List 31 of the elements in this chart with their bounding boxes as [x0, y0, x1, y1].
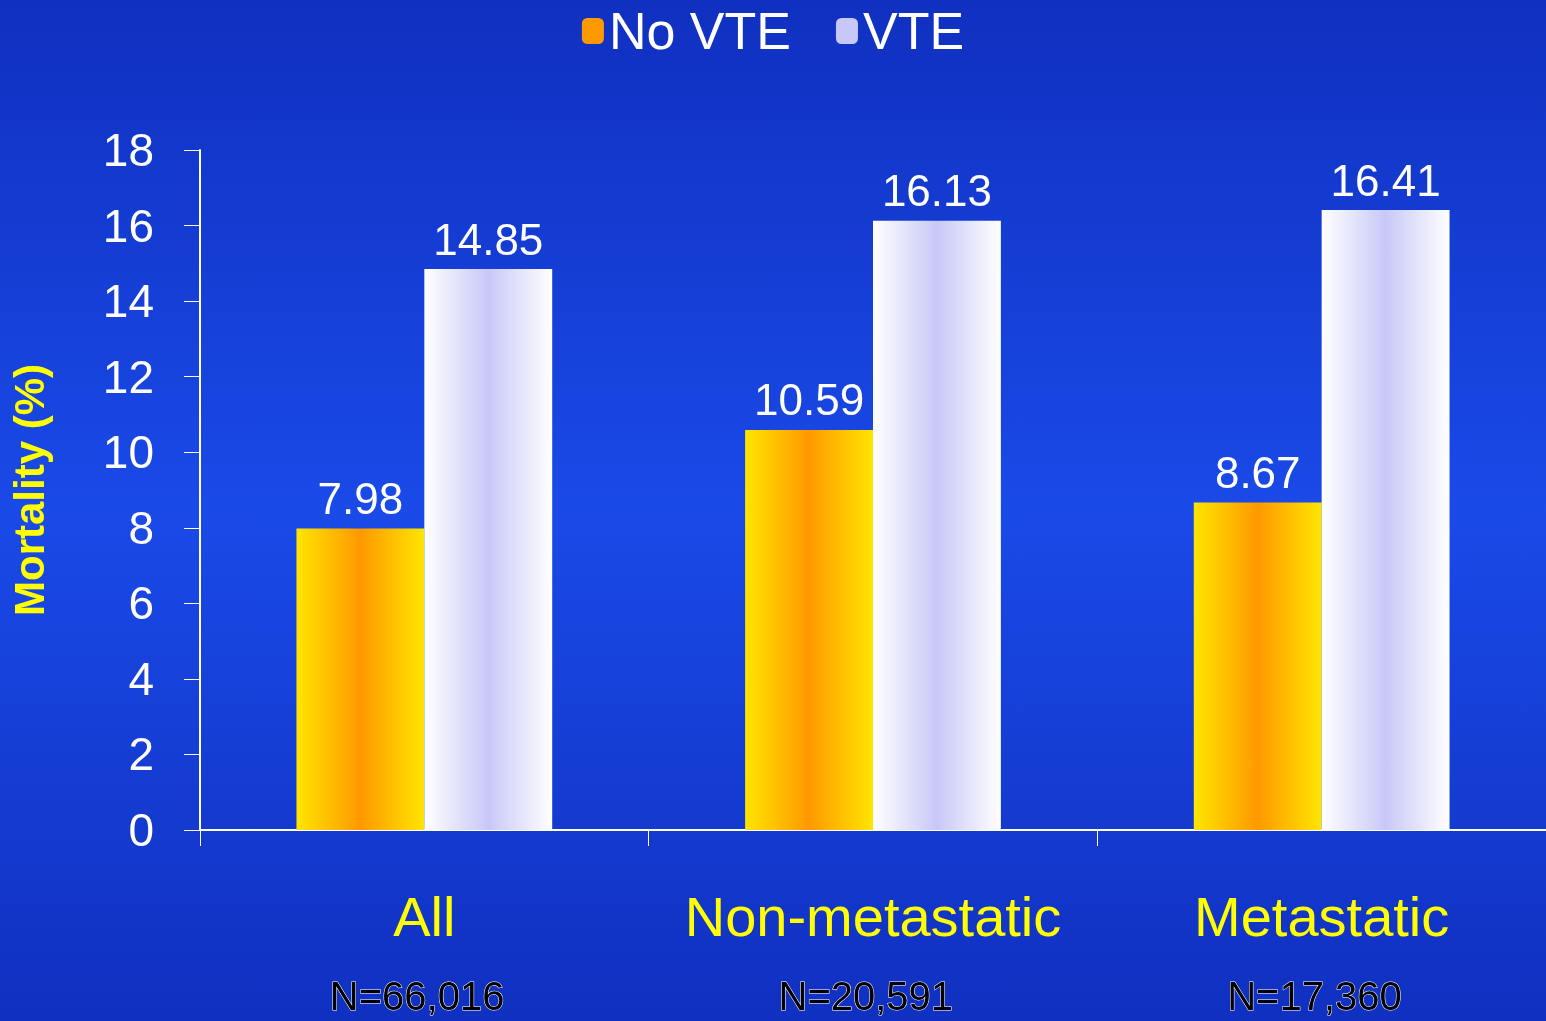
data-label: 7.98: [317, 474, 404, 524]
legend-label: No VTE: [608, 2, 791, 60]
x-tick-label: Non-metastatic: [684, 884, 1062, 948]
text: N=17,360: [1227, 973, 1402, 1018]
bar: [424, 269, 553, 830]
y-tick-label: 6: [128, 577, 154, 630]
y-tick-label: 14: [102, 275, 154, 328]
legend-label: VTE: [862, 2, 965, 60]
text: N=20,591: [778, 973, 954, 1018]
bar: [296, 528, 425, 830]
data-label: 14.85: [433, 214, 544, 264]
y-tick-label: 8: [128, 501, 154, 554]
y-tick-label: 4: [128, 652, 154, 705]
bar: [745, 429, 873, 830]
bar: [1321, 210, 1450, 830]
text: N=66,016: [329, 973, 505, 1018]
y-tick-label: 0: [128, 804, 154, 856]
data-label: 10.59: [754, 375, 865, 425]
x-tick-label: Metastatic: [1194, 884, 1450, 948]
bar: [1193, 502, 1322, 830]
y-tick-label: 12: [102, 350, 154, 403]
y-tick-label: 2: [128, 728, 154, 781]
y-tick-label: 16: [102, 199, 154, 252]
y-tick-label: 10: [102, 426, 154, 479]
data-label: 8.67: [1214, 447, 1301, 497]
x-tick-label: All: [393, 884, 456, 948]
bar: [873, 220, 1001, 830]
data-label: 16.13: [881, 166, 992, 216]
data-label: 16.41: [1330, 155, 1441, 205]
y-axis-title: Mortality (%): [5, 364, 53, 616]
y-tick-label: 18: [102, 124, 154, 176]
